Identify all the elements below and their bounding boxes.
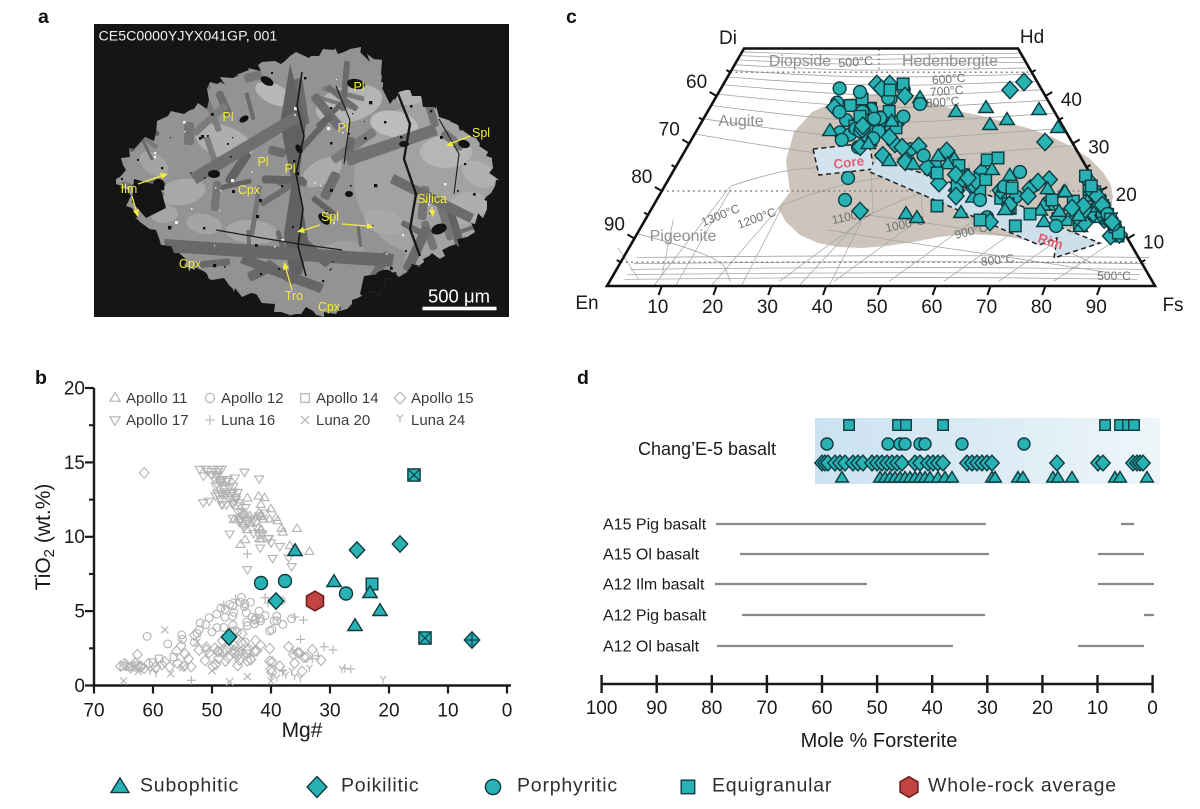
svg-text:Hedenbergite: Hedenbergite: [902, 53, 998, 70]
svg-text:A12 Pig basalt: A12 Pig basalt: [603, 608, 707, 625]
svg-text:Apollo 14: Apollo 14: [316, 390, 379, 407]
svg-text:10: 10: [647, 297, 668, 318]
svg-text:500 μm: 500 μm: [428, 286, 490, 307]
svg-text:Hd: Hd: [1020, 27, 1044, 48]
svg-text:20: 20: [64, 379, 85, 400]
svg-text:0: 0: [1147, 698, 1158, 719]
svg-text:Poikilitic: Poikilitic: [341, 775, 419, 797]
svg-text:Silica: Silica: [417, 192, 447, 206]
svg-text:5: 5: [74, 602, 85, 623]
svg-text:Pl: Pl: [222, 110, 233, 124]
svg-text:Pl: Pl: [337, 121, 348, 135]
svg-text:20: 20: [378, 701, 399, 722]
svg-text:800°C: 800°C: [980, 251, 1015, 268]
svg-text:En: En: [575, 293, 598, 314]
svg-text:Spl: Spl: [321, 210, 339, 224]
svg-text:90: 90: [604, 215, 625, 236]
svg-text:Cpx: Cpx: [318, 300, 341, 314]
svg-text:0: 0: [502, 701, 513, 722]
svg-text:Chang’E-5 basalt: Chang’E-5 basalt: [638, 439, 776, 459]
svg-text:Luna 24: Luna 24: [411, 412, 465, 429]
svg-text:Diopside: Diopside: [769, 53, 831, 70]
svg-text:60: 60: [921, 297, 942, 318]
svg-text:1300°C: 1300°C: [699, 201, 742, 229]
svg-text:30: 30: [977, 698, 998, 719]
svg-text:Di: Di: [719, 28, 737, 49]
svg-text:40: 40: [812, 297, 833, 318]
svg-text:60: 60: [686, 72, 707, 93]
svg-text:40: 40: [260, 701, 281, 722]
svg-text:Equigranular: Equigranular: [712, 775, 832, 797]
svg-text:50: 50: [866, 297, 887, 318]
svg-text:Mg#: Mg#: [282, 719, 323, 742]
svg-text:70: 70: [976, 297, 997, 318]
svg-text:A15 Ol basalt: A15 Ol basalt: [603, 547, 700, 564]
svg-text:40: 40: [1061, 90, 1082, 111]
svg-text:30: 30: [1088, 138, 1109, 159]
svg-text:Core: Core: [833, 153, 866, 172]
svg-text:A12 Ol basalt: A12 Ol basalt: [603, 639, 700, 656]
svg-text:Pl: Pl: [284, 162, 295, 176]
svg-text:Tro: Tro: [285, 289, 303, 303]
svg-text:500°C: 500°C: [1097, 269, 1131, 283]
svg-text:Luna 16: Luna 16: [221, 412, 275, 429]
svg-text:A15 Pig basalt: A15 Pig basalt: [603, 517, 707, 534]
svg-text:Apollo 12: Apollo 12: [221, 390, 284, 407]
svg-text:0: 0: [74, 676, 85, 697]
svg-text:Rim: Rim: [1036, 231, 1065, 253]
svg-text:30: 30: [319, 701, 340, 722]
svg-text:Fs: Fs: [1162, 295, 1183, 316]
svg-text:Cpx: Cpx: [238, 183, 261, 197]
svg-text:Pl: Pl: [353, 80, 364, 94]
svg-text:Whole-rock average: Whole-rock average: [928, 775, 1117, 797]
svg-text:Cpx: Cpx: [179, 257, 202, 271]
svg-text:Subophitic: Subophitic: [140, 775, 239, 797]
svg-text:10: 10: [1087, 698, 1108, 719]
svg-text:20: 20: [1032, 698, 1053, 719]
svg-text:30: 30: [757, 297, 778, 318]
svg-text:70: 70: [659, 120, 680, 141]
svg-text:Luna 20: Luna 20: [316, 412, 370, 429]
svg-text:CE5C0000YJYX041GP, 001: CE5C0000YJYX041GP, 001: [99, 29, 278, 45]
svg-text:10: 10: [437, 701, 458, 722]
svg-text:Apollo 17: Apollo 17: [126, 412, 189, 429]
svg-text:80: 80: [631, 167, 652, 188]
svg-text:500°C: 500°C: [838, 54, 874, 70]
svg-text:700°C: 700°C: [930, 83, 965, 99]
svg-text:Apollo 11: Apollo 11: [126, 390, 187, 407]
svg-text:100: 100: [586, 698, 618, 719]
svg-text:10: 10: [64, 527, 85, 548]
svg-text:60: 60: [811, 698, 832, 719]
svg-text:600°C: 600°C: [932, 71, 967, 87]
svg-text:15: 15: [64, 453, 85, 474]
svg-text:10: 10: [1143, 233, 1164, 254]
svg-text:50: 50: [201, 701, 222, 722]
svg-text:80: 80: [701, 698, 722, 719]
svg-text:50: 50: [867, 698, 888, 719]
svg-text:Augite: Augite: [718, 113, 763, 130]
svg-text:80: 80: [1031, 297, 1052, 318]
svg-text:90: 90: [1086, 297, 1107, 318]
svg-text:Apollo 15: Apollo 15: [411, 390, 474, 407]
svg-text:800°C: 800°C: [926, 94, 961, 110]
svg-text:A12 Ilm basalt: A12 Ilm basalt: [603, 577, 705, 594]
svg-text:Pl: Pl: [257, 155, 268, 169]
svg-text:Spl: Spl: [472, 126, 490, 140]
svg-text:Mole % Forsterite: Mole % Forsterite: [801, 730, 958, 752]
svg-text:70: 70: [756, 698, 777, 719]
svg-text:Porphyritic: Porphyritic: [517, 775, 618, 797]
svg-text:Ilm: Ilm: [121, 182, 138, 196]
svg-text:TiO2 (wt.%): TiO2 (wt.%): [32, 484, 58, 591]
svg-text:60: 60: [142, 701, 163, 722]
svg-text:40: 40: [922, 698, 943, 719]
svg-text:70: 70: [83, 701, 104, 722]
svg-text:90: 90: [646, 698, 667, 719]
svg-text:20: 20: [1116, 185, 1137, 206]
svg-text:Pigeonite: Pigeonite: [650, 228, 717, 245]
svg-text:20: 20: [702, 297, 723, 318]
